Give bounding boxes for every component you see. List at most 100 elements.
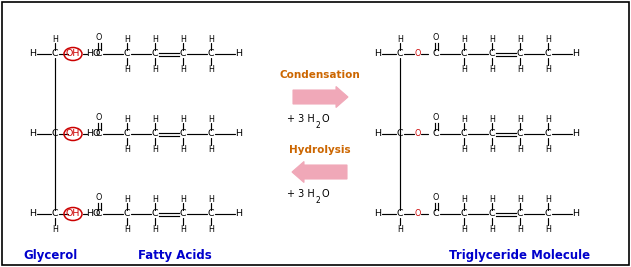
Text: H: H	[517, 115, 523, 124]
Text: C: C	[433, 210, 439, 218]
Text: C: C	[433, 129, 439, 139]
Text: H: H	[375, 210, 382, 218]
Text: H: H	[208, 65, 214, 73]
Text: H: H	[489, 144, 495, 154]
Text: 2: 2	[315, 121, 320, 130]
Text: H: H	[545, 65, 551, 73]
Text: H: H	[572, 210, 579, 218]
Text: OH: OH	[66, 129, 80, 139]
Text: Hydrolysis: Hydrolysis	[289, 145, 351, 155]
Text: HO: HO	[86, 210, 100, 218]
Text: O: O	[322, 189, 329, 199]
Text: H: H	[489, 194, 495, 203]
Text: Triglyceride Molecule: Triglyceride Molecule	[449, 249, 591, 261]
Text: C: C	[151, 210, 158, 218]
Text: OH: OH	[66, 210, 80, 218]
Text: H: H	[152, 115, 158, 124]
Text: 2: 2	[315, 196, 320, 205]
Text: C: C	[545, 210, 551, 218]
Text: H: H	[124, 34, 130, 44]
Text: H: H	[180, 144, 186, 154]
Text: C: C	[397, 210, 403, 218]
Text: O: O	[96, 112, 102, 121]
Text: H: H	[461, 65, 467, 73]
Text: H: H	[208, 34, 214, 44]
Text: C: C	[180, 129, 186, 139]
Text: C: C	[151, 49, 158, 58]
Text: H: H	[30, 49, 37, 58]
Text: H: H	[545, 34, 551, 44]
Text: C: C	[151, 129, 158, 139]
Text: H: H	[517, 144, 523, 154]
Text: C: C	[488, 129, 495, 139]
Text: Fatty Acids: Fatty Acids	[138, 249, 212, 261]
Text: H: H	[461, 144, 467, 154]
Text: H: H	[235, 210, 242, 218]
Text: C: C	[433, 49, 439, 58]
FancyArrow shape	[292, 162, 347, 183]
Text: C: C	[545, 49, 551, 58]
Text: H: H	[545, 144, 551, 154]
Text: C: C	[96, 49, 102, 58]
Text: C: C	[124, 129, 131, 139]
Text: H: H	[124, 65, 130, 73]
Text: C: C	[517, 210, 523, 218]
Text: H: H	[124, 115, 130, 124]
Text: H: H	[124, 144, 130, 154]
Text: C: C	[96, 210, 102, 218]
Text: H: H	[208, 115, 214, 124]
Text: C: C	[397, 129, 403, 139]
Text: C: C	[124, 210, 131, 218]
Text: HO: HO	[86, 129, 100, 139]
Text: O: O	[433, 193, 439, 202]
Text: H: H	[180, 194, 186, 203]
Text: C: C	[517, 49, 523, 58]
Text: C: C	[124, 49, 131, 58]
Text: O: O	[96, 193, 102, 202]
Text: C: C	[52, 129, 58, 139]
Text: H: H	[375, 49, 382, 58]
Text: H: H	[152, 225, 158, 234]
Text: C: C	[488, 210, 495, 218]
Text: Condensation: Condensation	[280, 70, 360, 80]
Text: O: O	[96, 33, 102, 41]
Text: + 3 H: + 3 H	[287, 189, 315, 199]
Text: H: H	[397, 225, 403, 234]
Text: C: C	[517, 129, 523, 139]
Text: O: O	[415, 210, 421, 218]
Text: H: H	[572, 129, 579, 139]
Text: H: H	[30, 129, 37, 139]
Text: H: H	[517, 225, 523, 234]
Text: C: C	[180, 49, 186, 58]
Text: C: C	[208, 210, 215, 218]
Text: C: C	[52, 49, 58, 58]
Text: H: H	[180, 115, 186, 124]
Text: H: H	[572, 49, 579, 58]
Text: O: O	[433, 112, 439, 121]
Text: H: H	[152, 65, 158, 73]
Text: H: H	[180, 225, 186, 234]
Text: H: H	[208, 194, 214, 203]
Text: C: C	[208, 49, 215, 58]
Text: H: H	[124, 225, 130, 234]
Text: H: H	[545, 225, 551, 234]
Text: H: H	[180, 34, 186, 44]
Text: H: H	[30, 210, 37, 218]
Text: H: H	[517, 34, 523, 44]
Text: C: C	[461, 129, 468, 139]
Text: + 3 H: + 3 H	[287, 114, 315, 124]
Text: H: H	[152, 34, 158, 44]
Text: H: H	[375, 129, 382, 139]
Text: C: C	[180, 210, 186, 218]
Text: H: H	[517, 194, 523, 203]
Text: H: H	[461, 34, 467, 44]
Text: O: O	[322, 114, 329, 124]
Text: C: C	[397, 49, 403, 58]
Text: H: H	[52, 34, 58, 44]
Text: H: H	[489, 115, 495, 124]
Text: H: H	[235, 129, 242, 139]
Text: C: C	[461, 49, 468, 58]
Text: C: C	[52, 210, 58, 218]
Text: HO: HO	[86, 49, 100, 58]
Text: C: C	[545, 129, 551, 139]
